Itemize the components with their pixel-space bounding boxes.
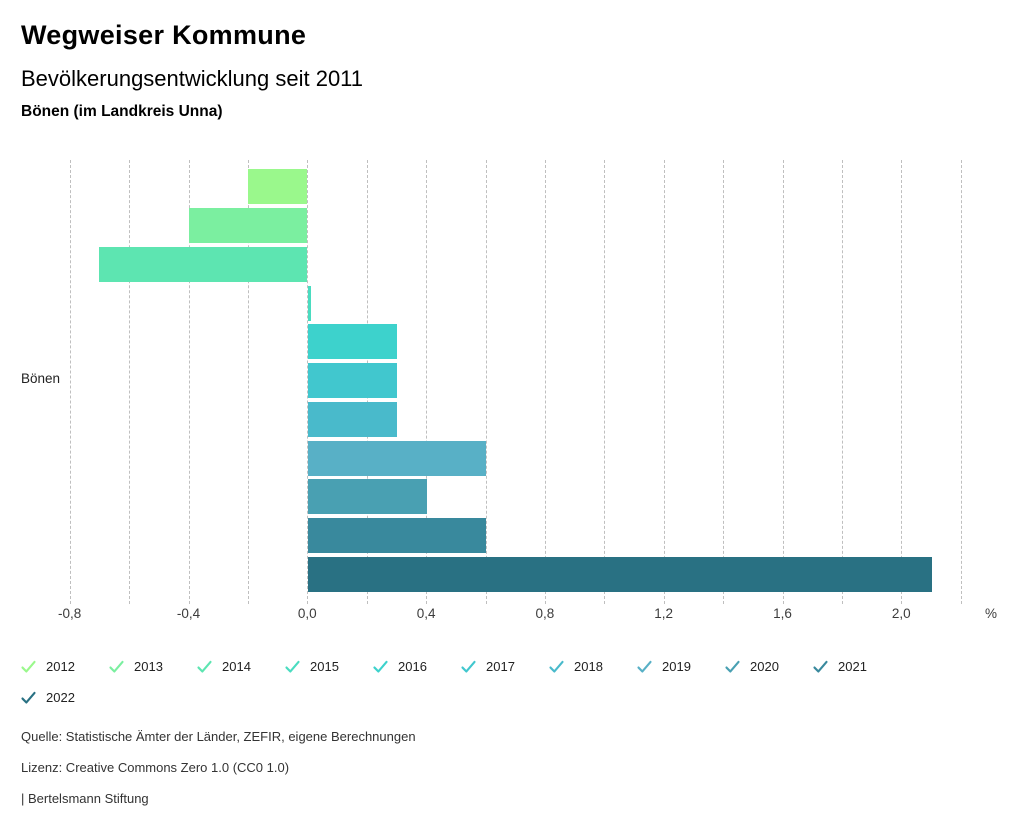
check-icon	[812, 658, 829, 675]
gridline	[544, 160, 546, 604]
axis-unit-label: %	[984, 606, 998, 621]
x-tick-label: 2,0	[891, 606, 911, 621]
bar-2015	[308, 285, 312, 321]
chart-legend: 2012 2013 2014 2015 2016 2017 2018 2019 2020 2021…	[20, 655, 900, 708]
x-tick-label: 1,2	[654, 606, 674, 621]
gridline	[247, 160, 249, 604]
bar-chart-plot-area	[0, 160, 1024, 604]
legend-item-label: 2018	[574, 658, 603, 674]
gridline	[604, 160, 606, 604]
x-tick-label: 1,6	[773, 606, 792, 621]
gridline	[485, 160, 487, 604]
bar-2020	[308, 479, 428, 515]
license-note: Lizenz: Creative Commons Zero 1.0 (CC0 1…	[21, 760, 290, 775]
legend-item-label: 2013	[134, 658, 163, 674]
page-title: Wegweiser Kommune	[21, 20, 307, 50]
x-tick-label: -0,4	[176, 606, 201, 621]
legend-item-label: 2014	[222, 658, 251, 674]
bar-2017	[308, 363, 398, 399]
legend-item-label: 2012	[46, 658, 75, 674]
check-icon	[548, 658, 565, 675]
legend-item-2013[interactable]: 2013	[108, 655, 196, 677]
check-icon	[284, 658, 301, 675]
legend-item-label: 2021	[838, 658, 867, 674]
legend-item-2016[interactable]: 2016	[372, 655, 460, 677]
gridline	[782, 160, 784, 604]
legend-item-2022[interactable]: 2022	[20, 686, 108, 708]
gridline	[723, 160, 725, 604]
gridline	[663, 160, 665, 604]
bar-2014	[99, 246, 308, 282]
bar-2019	[308, 440, 487, 476]
bar-2021	[308, 518, 487, 554]
gridline	[841, 160, 843, 604]
gridline	[188, 160, 190, 604]
legend-item-2015[interactable]: 2015	[284, 655, 372, 677]
legend-item-2012[interactable]: 2012	[20, 655, 108, 677]
legend-item-2019[interactable]: 2019	[636, 655, 724, 677]
legend-item-label: 2017	[486, 658, 515, 674]
legend-item-2021[interactable]: 2021	[812, 655, 900, 677]
gridline	[426, 160, 428, 604]
x-tick-label: 0,0	[297, 606, 317, 621]
gridline	[69, 160, 71, 604]
x-tick-label: 0,4	[416, 606, 436, 621]
legend-item-label: 2016	[398, 658, 427, 674]
check-icon	[196, 658, 213, 675]
check-icon	[20, 689, 37, 706]
check-icon	[724, 658, 741, 675]
check-icon	[372, 658, 389, 675]
legend-item-2014[interactable]: 2014	[196, 655, 284, 677]
bar-2016	[308, 324, 398, 360]
legend-item-2017[interactable]: 2017	[460, 655, 548, 677]
gridline	[129, 160, 131, 604]
x-tick-label: 0,8	[535, 606, 555, 621]
check-icon	[20, 658, 37, 675]
bar-2022	[308, 556, 932, 592]
source-note: Quelle: Statistische Ämter der Länder, Z…	[21, 729, 416, 744]
check-icon	[636, 658, 653, 675]
check-icon	[460, 658, 477, 675]
legend-item-2020[interactable]: 2020	[724, 655, 812, 677]
legend-item-label: 2015	[310, 658, 339, 674]
chart-title: Bevölkerungsentwicklung seit 2011	[21, 66, 364, 91]
check-icon	[108, 658, 125, 675]
gridline	[901, 160, 903, 604]
bar-2012	[247, 169, 308, 205]
bar-2018	[308, 401, 398, 437]
legend-item-label: 2022	[46, 689, 75, 705]
legend-item-2018[interactable]: 2018	[548, 655, 636, 677]
attribution-note: | Bertelsmann Stiftung	[21, 791, 149, 806]
legend-item-label: 2019	[662, 658, 691, 674]
x-axis: -0,8 -0,4 0,0 0,4 0,8 1,2 1,6 2,0%	[0, 604, 1024, 624]
legend-item-label: 2020	[750, 658, 779, 674]
x-tick-label: -0,8	[58, 606, 82, 621]
region-label: Bönen (im Landkreis Unna)	[21, 103, 223, 120]
category-label: Bönen	[21, 371, 61, 386]
gridline	[307, 160, 309, 604]
gridline	[960, 160, 962, 604]
bar-2013	[188, 208, 308, 243]
